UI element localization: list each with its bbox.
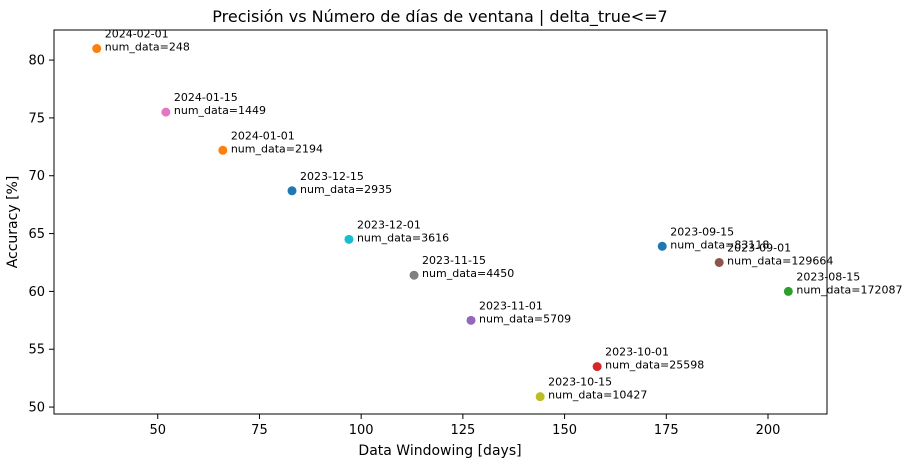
point-date-label: 2023-08-15 xyxy=(796,270,860,283)
point-annotations: 2024-02-01num_data=2482024-01-15num_data… xyxy=(105,28,903,402)
point-date-label: 2023-09-15 xyxy=(670,225,734,238)
point-count-label: num_data=10427 xyxy=(548,389,647,402)
point-count-label: num_data=4450 xyxy=(422,267,514,280)
data-point xyxy=(657,241,667,251)
point-date-label: 2023-10-01 xyxy=(605,346,669,359)
y-axis-ticks: 50 55 60 65 70 75 80 xyxy=(28,54,54,416)
y-tick-label: 55 xyxy=(28,343,45,358)
x-tick-label: 175 xyxy=(654,423,679,438)
point-date-label: 2023-12-15 xyxy=(300,170,364,183)
point-count-label: num_data=83118 xyxy=(670,238,769,251)
y-tick-label: 80 xyxy=(28,54,45,69)
point-date-label: 2024-01-01 xyxy=(231,129,295,142)
point-count-label: num_data=1449 xyxy=(174,104,266,117)
point-date-label: 2023-11-15 xyxy=(422,254,486,267)
plot-area-frame xyxy=(53,29,828,415)
data-point xyxy=(714,257,724,267)
point-count-label: num_data=129664 xyxy=(727,254,833,267)
data-points xyxy=(92,44,793,402)
y-tick-label: 75 xyxy=(28,111,45,126)
y-tick-label: 50 xyxy=(28,401,45,416)
point-count-label: num_data=248 xyxy=(105,41,190,54)
point-date-label: 2023-09-01 xyxy=(727,241,791,254)
point-date-label: 2023-12-01 xyxy=(357,218,421,231)
data-point xyxy=(92,44,102,54)
x-tick-label: 100 xyxy=(349,423,374,438)
point-count-label: num_data=3616 xyxy=(357,231,449,244)
x-tick-label: 200 xyxy=(756,423,781,438)
y-tick-label: 70 xyxy=(28,169,45,184)
data-point xyxy=(287,186,297,196)
point-date-label: 2024-01-15 xyxy=(174,91,238,104)
x-axis-ticks: 50 75 100 125 150 175 200 xyxy=(149,414,780,438)
point-count-label: num_data=2194 xyxy=(231,142,323,155)
chart-title: Precisión vs Número de días de ventana |… xyxy=(212,7,667,27)
x-axis-label: Data Windowing [days] xyxy=(358,443,521,459)
point-count-label: num_data=5709 xyxy=(479,312,571,325)
x-tick-label: 50 xyxy=(149,423,166,438)
data-point xyxy=(466,315,476,325)
y-tick-label: 65 xyxy=(28,227,45,242)
y-axis-label: Accuracy [%] xyxy=(5,176,21,269)
data-point xyxy=(161,107,171,117)
data-point xyxy=(218,145,228,155)
x-tick-label: 125 xyxy=(450,423,475,438)
point-count-label: num_data=172087 xyxy=(796,283,902,296)
point-date-label: 2023-10-15 xyxy=(548,376,612,389)
y-tick-label: 60 xyxy=(28,285,45,300)
data-point xyxy=(409,270,419,280)
point-date-label: 2023-11-01 xyxy=(479,299,543,312)
data-point xyxy=(592,362,602,372)
data-point xyxy=(535,392,545,402)
point-count-label: num_data=25598 xyxy=(605,359,704,372)
x-tick-label: 75 xyxy=(251,423,268,438)
point-date-label: 2024-02-01 xyxy=(105,28,169,41)
x-tick-label: 150 xyxy=(552,423,577,438)
data-point xyxy=(344,234,354,244)
point-count-label: num_data=2935 xyxy=(300,183,392,196)
data-point xyxy=(783,286,793,296)
